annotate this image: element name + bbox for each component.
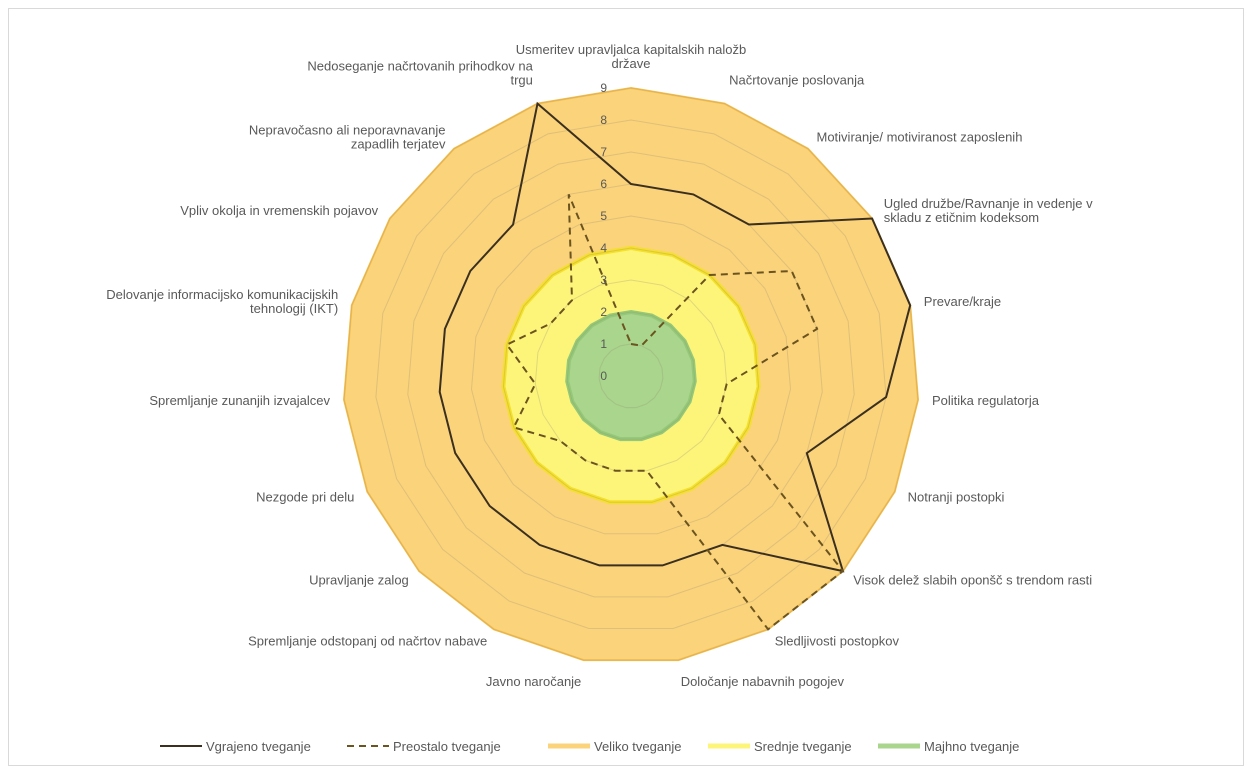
axis-label: Načrtovanje poslovanja	[729, 72, 865, 87]
axis-label: Prevare/kraje	[924, 294, 1001, 309]
series-lines	[438, 101, 912, 631]
axis-labels: Usmeritev upravljalca kapitalskih naložb…	[106, 42, 1093, 689]
axis-label: Javno naročanje	[486, 674, 581, 689]
grid-ring-8	[375, 119, 887, 629]
axis-label: Politika regulatorja	[932, 393, 1040, 408]
band-majhno-tveganje	[567, 312, 695, 440]
legend-item: Majhno tveganje	[878, 739, 1019, 754]
tick-label: 9	[600, 81, 607, 95]
legend-label: Vgrajeno tveganje	[206, 739, 311, 754]
axis-label: Notranji postopki	[908, 489, 1005, 504]
legend-label: Srednje tveganje	[754, 739, 852, 754]
tick-label: 2	[600, 305, 607, 319]
band-edge-majhno-tveganje	[565, 309, 697, 442]
axis-label: Sledljivosti postopkov	[775, 634, 900, 649]
risk-bands	[342, 86, 920, 662]
axis-label: Nepravočasno ali neporavnavanje zapadlih …	[249, 123, 446, 152]
legend-item: Preostalo tveganje	[347, 739, 501, 754]
tick-label: 7	[600, 145, 607, 159]
tick-label: 6	[600, 177, 607, 191]
legend-item: Srednje tveganje	[708, 739, 852, 754]
series-preostalo-line	[505, 194, 845, 631]
tick-labels: 0 1 2 3 4 5 6 7 8 9	[600, 81, 607, 383]
axis-label: Delovanje informacijsko komunikacijskih t…	[106, 287, 338, 316]
grid-ring-5	[470, 215, 792, 535]
series-vgrajeno-line	[438, 101, 912, 573]
legend-label: Veliko tveganje	[594, 739, 681, 754]
tick-label: 5	[600, 209, 607, 223]
axis-label: Spremljanje zunanjih izvajalcev	[149, 393, 330, 408]
axis-label: Usmeritev upravljalca kapitalskih naložb…	[516, 42, 747, 71]
legend-label: Majhno tveganje	[924, 739, 1019, 754]
axis-label: Vpliv okolja in vremenskih pojavov	[180, 203, 378, 218]
tick-label: 4	[600, 241, 607, 255]
grid-ring-7	[407, 151, 855, 598]
tick-label: 8	[600, 113, 607, 127]
band-edge-srednje-tveganje	[501, 245, 761, 505]
axis-label: Spremljanje odstopanj od načrtov nabave	[248, 634, 487, 649]
axis-label: Nezgode pri delu	[256, 489, 354, 504]
legend-item: Vgrajeno tveganje	[160, 739, 311, 754]
legend-label: Preostalo tveganje	[393, 739, 501, 754]
legend-item: Veliko tveganje	[548, 739, 681, 754]
axis-label: Ugled družbe/Ravnanje in vedenje v skladu…	[884, 196, 1093, 225]
axis-label: Upravljanje zalog	[309, 573, 409, 588]
tick-label: 0	[600, 369, 607, 383]
tick-label: 3	[600, 273, 607, 287]
axis-label: Določanje nabavnih pogojev	[681, 674, 845, 689]
chart-frame	[8, 8, 1244, 766]
axis-label: Nedoseganje načrtovanih prihodkov na trgu	[307, 58, 533, 87]
grid-ring-1	[598, 343, 664, 409]
axis-label: Visok delež slabih oponšč s trendom rast…	[853, 573, 1092, 588]
tick-label: 1	[600, 337, 607, 351]
grid-ring-2	[566, 311, 696, 440]
axis-label: Motiviranje/ motiviranost zaposlenih	[817, 130, 1023, 145]
legend: Vgrajeno tveganje Preostalo tveganje Velik…	[160, 739, 1019, 754]
grid-ring-4	[502, 247, 760, 503]
